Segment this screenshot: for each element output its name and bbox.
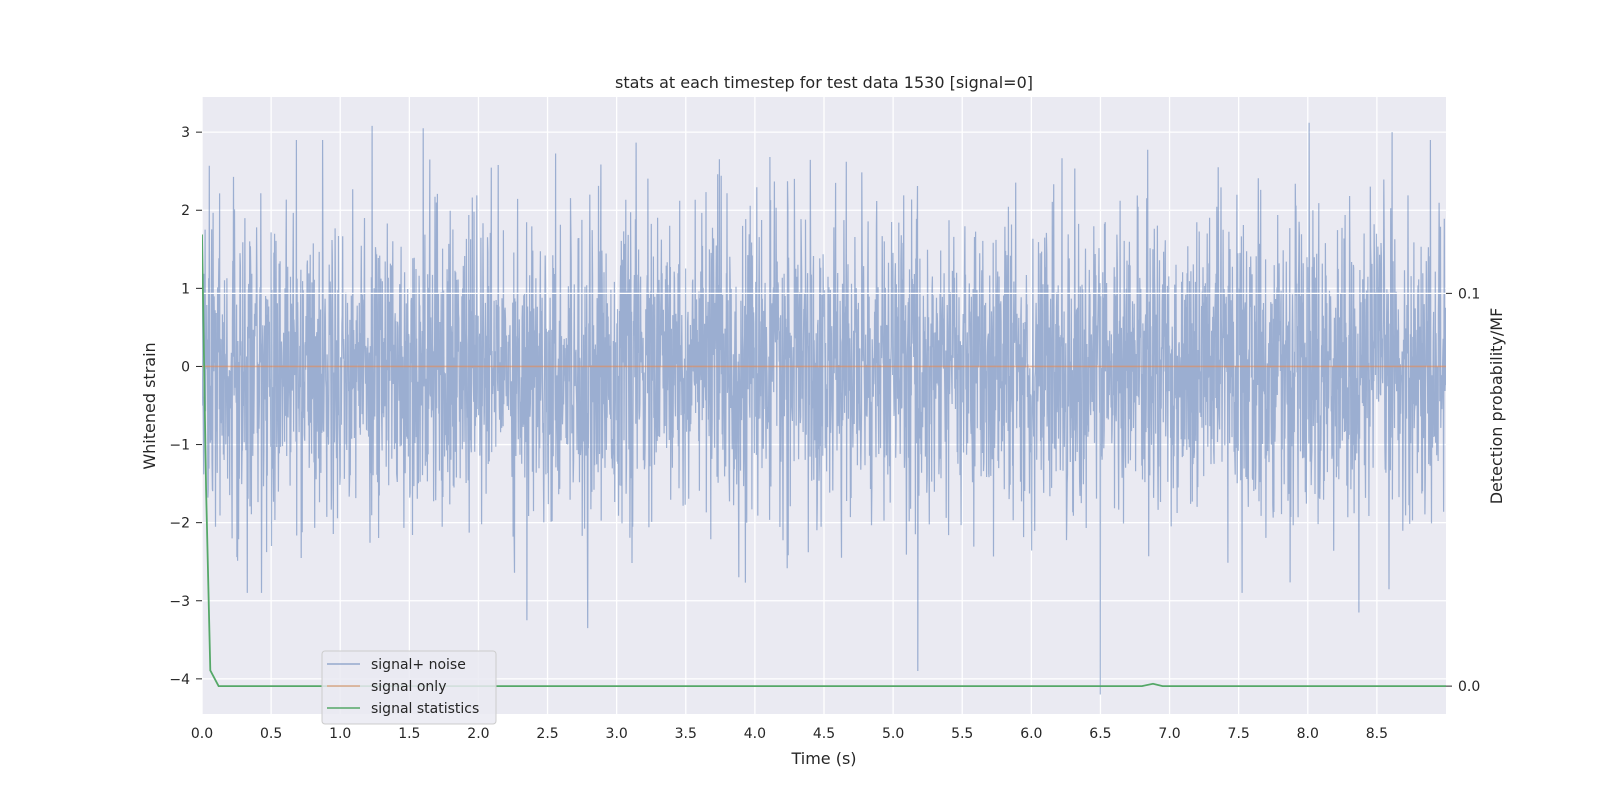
x-tick-label: 2.5: [536, 726, 558, 742]
series-signal-noise: [202, 122, 1446, 695]
legend-label-signal-only: signal only: [371, 679, 446, 695]
y-tick-label: −2: [169, 516, 190, 532]
x-tick-label: 0.0: [191, 726, 213, 742]
y-tick-label: 0: [181, 359, 190, 375]
y-tick-label: −4: [169, 672, 190, 688]
x-tick-label: 1.5: [398, 726, 420, 742]
y-right-tick-label: 0.0: [1458, 679, 1480, 695]
x-tick-label: 7.0: [1158, 726, 1180, 742]
y-tick-label: −3: [169, 594, 190, 610]
x-tick-label: 7.5: [1228, 726, 1250, 742]
x-tick-label: 3.0: [606, 726, 628, 742]
x-tick-label: 5.5: [951, 726, 973, 742]
x-tick-label: 2.0: [467, 726, 489, 742]
x-axis-label: Time (s): [790, 749, 856, 768]
x-tick-label: 4.0: [744, 726, 766, 742]
legend-box: [321, 650, 497, 725]
y-tick-label: 1: [181, 281, 190, 297]
x-tick-label: 8.5: [1366, 726, 1388, 742]
x-tick-label: 6.5: [1089, 726, 1111, 742]
y-right-tick-label: 0.1: [1458, 286, 1480, 302]
y-axis-right-label: Detection probability/MF: [1487, 308, 1506, 505]
chart-title: stats at each timestep for test data 153…: [615, 73, 1033, 92]
x-tick-label: 5.0: [882, 726, 904, 742]
legend-label-signal-statistics: signal statistics: [371, 701, 479, 717]
y-tick-label: 2: [181, 203, 190, 219]
x-tick-label: 8.0: [1297, 726, 1319, 742]
x-tick-label: 3.5: [675, 726, 697, 742]
series-signal-statistics: [202, 234, 1446, 687]
y-tick-label: −1: [169, 438, 190, 454]
series-layer: [202, 122, 1446, 695]
legend-label-signal-noise: signal+ noise: [371, 657, 466, 673]
legend: signal+ noise signal only signal statist…: [321, 650, 497, 725]
ticks: 0.0 0.5 1.0 1.5 2.0 2.5 3.0 3.5 4.0 4.5 5.0 5.5 6.0 6…: [169, 125, 1480, 742]
x-tick-label: 1.0: [329, 726, 351, 742]
x-tick-label: 4.5: [813, 726, 835, 742]
y-axis-label: Whitened strain: [140, 342, 159, 469]
x-tick-label: 6.0: [1020, 726, 1042, 742]
y-tick-label: 3: [181, 125, 190, 141]
x-tick-label: 0.5: [260, 726, 282, 742]
